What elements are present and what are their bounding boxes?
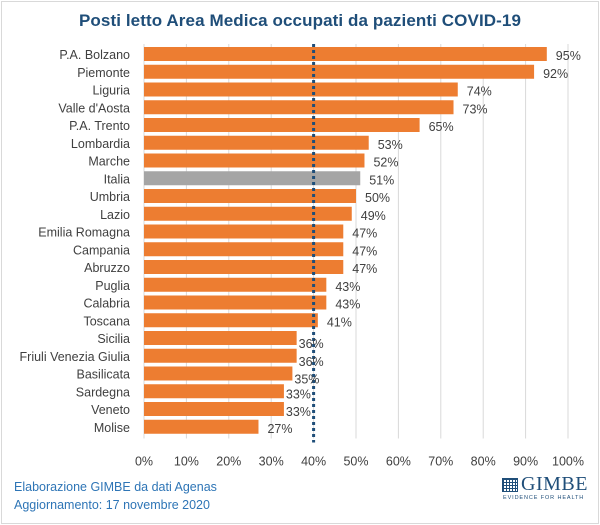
value-label: 36%: [299, 337, 324, 351]
x-tick-label: 20%: [216, 455, 241, 469]
logo-grid-icon: [502, 478, 518, 492]
value-label: 27%: [267, 422, 292, 436]
gimbe-logo: GIMBE EVIDENCE FOR HEALTH: [502, 473, 592, 506]
x-tick-label: 10%: [174, 455, 199, 469]
value-label: 52%: [373, 156, 398, 170]
bar-p-a-bolzano: [144, 47, 547, 61]
value-label: 53%: [378, 138, 403, 152]
bar-marche: [144, 153, 365, 168]
category-label: Valle d'Aosta: [58, 101, 130, 115]
value-label: 43%: [335, 298, 360, 312]
x-tick-label: 50%: [343, 455, 368, 469]
bar-campania: [144, 242, 344, 257]
bar-piemonte: [144, 64, 535, 79]
category-label: Basilicata: [77, 368, 131, 382]
bar-calabria: [144, 295, 327, 310]
category-label: Liguria: [92, 84, 130, 98]
category-label: Puglia: [95, 279, 130, 293]
chart-title: Posti letto Area Medica occupati da pazi…: [78, 11, 522, 30]
category-label: Calabria: [83, 297, 130, 311]
x-tick-label: 80%: [471, 455, 496, 469]
category-label: P.A. Bolzano: [59, 48, 130, 62]
bar-veneto: [144, 402, 284, 416]
value-label: 92%: [543, 67, 568, 81]
category-label: Emilia Romagna: [38, 226, 130, 240]
category-label: Molise: [94, 421, 130, 435]
category-label: Friuli Venezia Giulia: [20, 350, 131, 364]
value-label: 35%: [294, 373, 319, 387]
x-tick-label: 90%: [513, 455, 538, 469]
bar-lombardia: [144, 135, 369, 150]
category-label: Umbria: [90, 190, 130, 204]
bar-emilia-romagna: [144, 224, 344, 239]
x-tick-label: 100%: [552, 455, 584, 469]
category-label: Campania: [73, 243, 130, 257]
bar-umbria: [144, 189, 356, 203]
value-label: 65%: [429, 120, 454, 134]
bar-abruzzo: [144, 260, 344, 274]
value-label: 95%: [556, 49, 581, 63]
value-label: 47%: [352, 244, 377, 258]
x-tick-label: 40%: [301, 455, 326, 469]
source-note: Elaborazione GIMBE da dati Agenas: [14, 480, 217, 494]
value-label: 51%: [369, 173, 394, 187]
category-label: Abruzzo: [84, 261, 130, 275]
category-label: Piemonte: [77, 66, 130, 80]
bar-basilicata: [144, 366, 293, 381]
category-label: Italia: [104, 172, 130, 186]
bar-puglia: [144, 277, 327, 292]
category-label: Lazio: [100, 208, 130, 222]
value-label: 49%: [361, 209, 386, 223]
x-tick-label: 70%: [428, 455, 453, 469]
bar-p-a-trento: [144, 118, 420, 132]
category-label: P.A. Trento: [69, 119, 130, 133]
value-label: 43%: [335, 280, 360, 294]
bar-lazio: [144, 206, 352, 221]
category-label: Sardegna: [76, 385, 130, 399]
bar-toscana: [144, 313, 318, 328]
value-label: 36%: [299, 355, 324, 369]
bar-molise: [144, 419, 259, 434]
logo-name: GIMBE: [521, 473, 588, 495]
category-label: Lombardia: [71, 137, 130, 151]
category-label: Sicilia: [97, 332, 130, 346]
value-label: 33%: [286, 387, 311, 401]
category-label: Toscana: [83, 314, 130, 328]
x-tick-label: 30%: [259, 455, 284, 469]
value-label: 47%: [352, 262, 377, 276]
value-labels: 95% 92% 74% 73% 65% 53% 52% 51% 50% 49% 47% 47% 47% 4…: [267, 49, 580, 436]
logo-tagline: EVIDENCE FOR HEALTH: [503, 495, 585, 501]
value-label: 33%: [286, 405, 311, 419]
bar-liguria: [144, 82, 458, 97]
bars: [144, 47, 547, 434]
x-tick-label: 0%: [135, 455, 153, 469]
bar-italia: [144, 171, 361, 186]
value-label: 41%: [327, 315, 352, 329]
update-date: Aggiornamento: 17 novembre 2020: [14, 498, 210, 512]
value-label: 50%: [365, 191, 390, 205]
category-label: Marche: [88, 155, 130, 169]
bar-friuli-venezia-giulia: [144, 348, 297, 363]
bar-sardegna: [144, 384, 284, 399]
x-axis-ticks: 0% 10% 20% 30% 40% 50% 60% 70% 80% 90% 100%: [135, 455, 584, 469]
x-tick-label: 60%: [386, 455, 411, 469]
value-label: 47%: [352, 227, 377, 241]
bar-valle-d-aosta: [144, 100, 454, 115]
value-label: 73%: [463, 102, 488, 116]
category-label: Veneto: [91, 403, 130, 417]
category-labels: P.A. Bolzano Piemonte Liguria Valle d'Aosta…: [20, 48, 131, 435]
bar-sicilia: [144, 331, 297, 345]
value-label: 74%: [467, 85, 492, 99]
